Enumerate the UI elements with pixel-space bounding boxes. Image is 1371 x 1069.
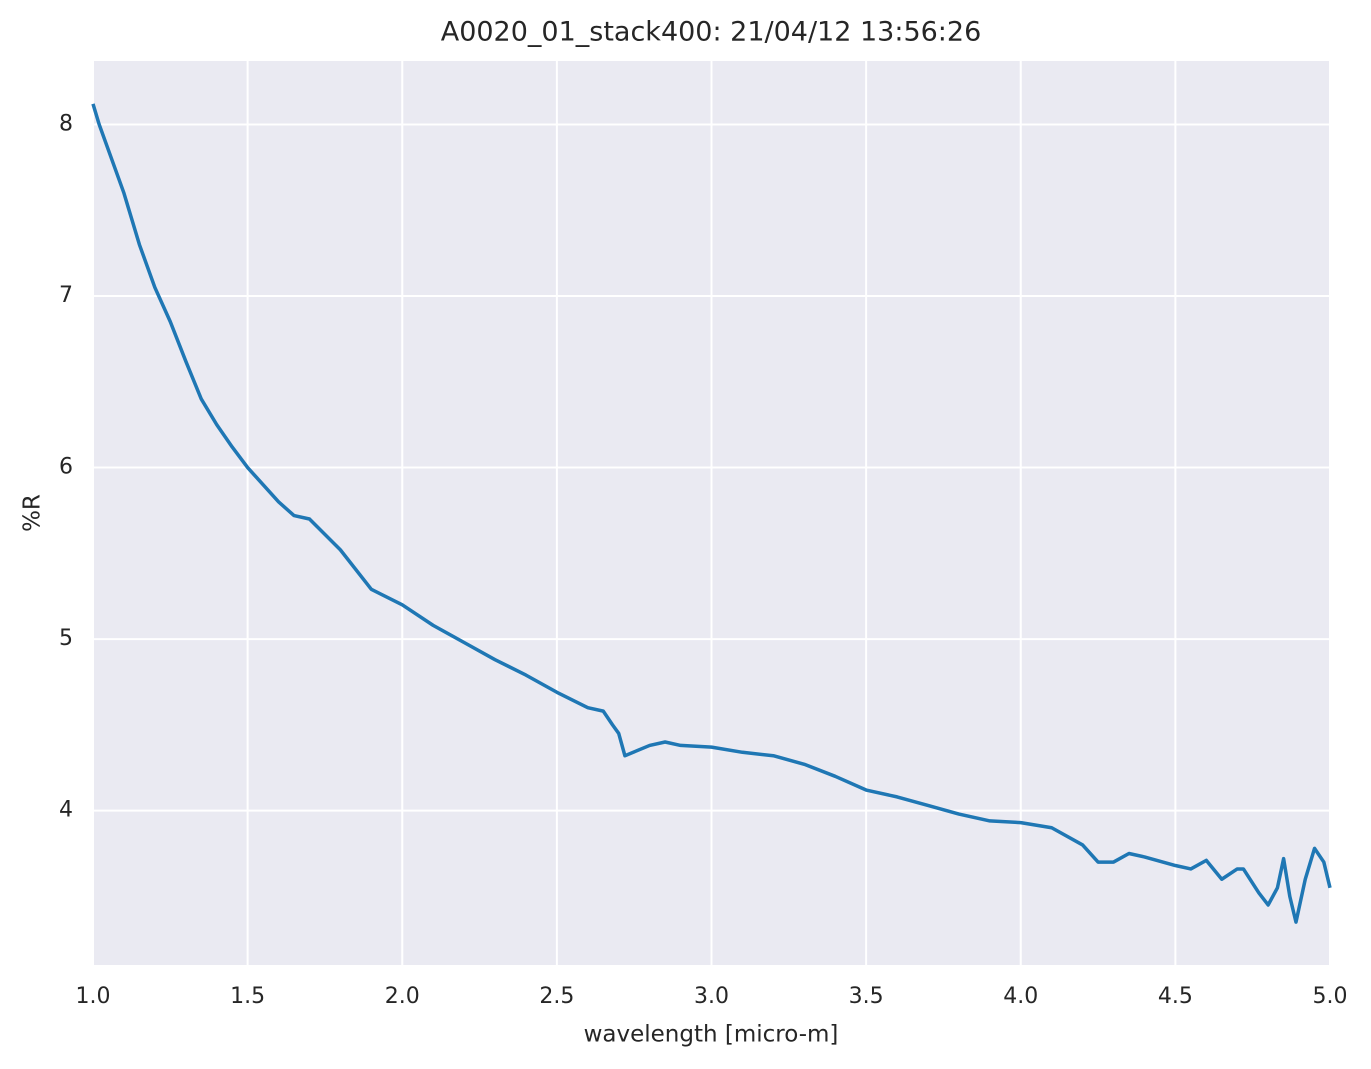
data-line xyxy=(91,103,1332,924)
y-tick-label: 6 xyxy=(59,455,73,480)
x-tick-label: 2.0 xyxy=(385,984,420,1009)
x-tick-label: 2.5 xyxy=(539,984,574,1009)
x-tick-label: 3.5 xyxy=(849,984,884,1009)
chart-title: A0020_01_stack400: 21/04/12 13:56:26 xyxy=(441,17,982,48)
x-tick-label: 1.5 xyxy=(230,984,265,1009)
x-tick-label: 3.0 xyxy=(694,984,729,1009)
y-tick-label: 4 xyxy=(59,798,73,823)
y-tick-label: 7 xyxy=(59,283,73,308)
y-tick-label: 5 xyxy=(59,626,73,651)
x-tick-label: 5.0 xyxy=(1313,984,1348,1009)
x-tick-label: 4.0 xyxy=(1003,984,1038,1009)
y-tick-label: 8 xyxy=(59,111,73,136)
y-axis-label: %R xyxy=(20,494,46,532)
x-tick-label: 4.5 xyxy=(1158,984,1193,1009)
x-tick-label: 1.0 xyxy=(76,984,111,1009)
x-axis-label: wavelength [micro-m] xyxy=(584,1022,839,1048)
